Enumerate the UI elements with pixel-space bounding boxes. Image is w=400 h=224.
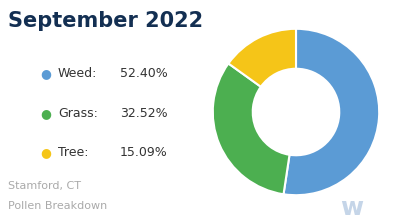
Wedge shape [228,29,296,87]
Text: ●: ● [40,67,51,80]
Text: Pollen Breakdown: Pollen Breakdown [8,201,107,211]
Text: September 2022: September 2022 [8,11,203,31]
Text: Stamford, CT: Stamford, CT [8,181,81,191]
Text: 32.52%: 32.52% [120,107,168,120]
Text: w: w [340,196,364,220]
Text: ●: ● [40,146,51,159]
Wedge shape [213,63,290,194]
Text: Weed:: Weed: [58,67,97,80]
Text: 15.09%: 15.09% [120,146,168,159]
Text: ●: ● [40,107,51,120]
Text: Grass:: Grass: [58,107,98,120]
Text: 52.40%: 52.40% [120,67,168,80]
Wedge shape [284,29,379,195]
Text: Tree:: Tree: [58,146,88,159]
